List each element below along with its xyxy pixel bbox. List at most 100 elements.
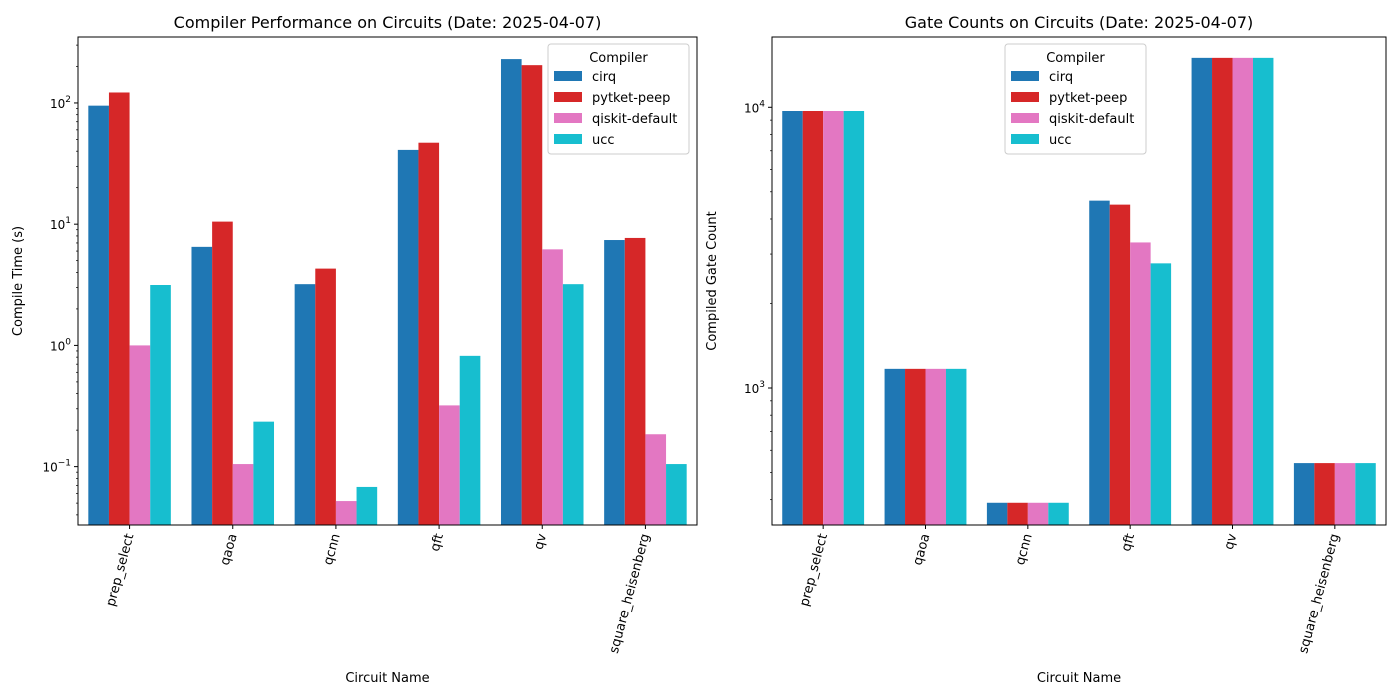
bar-ucc-qcnn xyxy=(1048,502,1069,525)
legend-label-qiskit-default: qiskit-default xyxy=(1049,112,1134,127)
bar-cirq-square_heisenberg xyxy=(1293,463,1315,525)
bar-qiskit-default-qcnn xyxy=(1027,502,1049,525)
y-tick-label: 103 xyxy=(744,380,765,396)
bar-cirq-qcnn xyxy=(294,284,316,525)
bars xyxy=(782,57,1376,526)
bar-cirq-qaoa xyxy=(191,246,213,526)
x-tick-label: qv xyxy=(531,532,550,552)
bar-qiskit-default-prep_select xyxy=(823,111,844,525)
bar-qiskit-default-qaoa xyxy=(232,464,254,525)
bar-pytket-peep-square_heisenberg xyxy=(624,237,646,525)
bar-pytket-peep-qcnn xyxy=(1007,502,1028,525)
x-tick-label: qv xyxy=(1222,532,1241,552)
bar-qiskit-default-qv xyxy=(542,249,563,525)
bar-cirq-qcnn xyxy=(986,502,1008,525)
bar-pytket-peep-qv xyxy=(1212,57,1233,526)
bar-qiskit-default-qft xyxy=(1130,242,1151,525)
bar-ucc-qv xyxy=(1252,57,1274,526)
legend-swatch-qiskit-default xyxy=(1011,113,1039,123)
legend-swatch-cirq xyxy=(554,71,582,81)
x-tick-label: qcnn xyxy=(1013,532,1036,567)
bar-pytket-peep-qaoa xyxy=(905,368,926,525)
bar-pytket-peep-square_heisenberg xyxy=(1314,463,1335,525)
bar-ucc-qaoa xyxy=(945,368,967,525)
bar-cirq-qft xyxy=(397,149,419,525)
x-tick-label: prep_select xyxy=(104,532,138,608)
x-tick-label: qft xyxy=(428,532,447,553)
legend-label-pytket-peep: pytket-peep xyxy=(592,91,670,106)
legend-title: Compiler xyxy=(589,51,648,66)
bar-qiskit-default-qft xyxy=(439,405,460,525)
bar-cirq-qv xyxy=(500,59,522,525)
bar-ucc-square_heisenberg xyxy=(1355,463,1376,525)
bar-qiskit-default-qaoa xyxy=(925,368,946,525)
bar-pytket-peep-qv xyxy=(521,65,543,525)
legend-frame xyxy=(547,43,690,155)
legend-frame xyxy=(1004,43,1147,155)
bar-ucc-qft xyxy=(1150,263,1172,525)
x-tick-label: qaoa xyxy=(218,532,241,567)
chart-title: Gate Counts on Circuits (Date: 2025-04-0… xyxy=(905,13,1253,32)
bar-ucc-qaoa xyxy=(253,421,275,525)
x-tick-label: qaoa xyxy=(911,532,934,567)
bar-cirq-qv xyxy=(1191,57,1213,526)
y-tick-label: 104 xyxy=(744,99,765,115)
y-axis-label: Compiled Gate Count xyxy=(705,211,720,350)
legend-swatch-qiskit-default xyxy=(554,113,582,123)
bar-ucc-qft xyxy=(459,355,481,525)
y-tick-label: 100 xyxy=(50,337,71,353)
y-axis-label: Compile Time (s) xyxy=(11,226,26,336)
x-tick-label: square_heisenberg xyxy=(1296,532,1342,655)
bar-qiskit-default-square_heisenberg xyxy=(1334,463,1356,525)
gate-count-chart: Gate Counts on Circuits (Date: 2025-04-0… xyxy=(705,13,1387,686)
bar-qiskit-default-prep_select xyxy=(129,345,151,525)
legend-label-ucc: ucc xyxy=(1049,133,1072,148)
axes-frame xyxy=(77,36,698,526)
bar-cirq-prep_select xyxy=(782,111,803,525)
bar-ucc-prep_select xyxy=(843,111,865,525)
legend-label-pytket-peep: pytket-peep xyxy=(1049,91,1127,106)
bar-qiskit-default-square_heisenberg xyxy=(645,434,667,525)
bar-ucc-prep_select xyxy=(150,285,171,525)
chart-title: Compiler Performance on Circuits (Date: … xyxy=(174,13,602,32)
y-tick-label: 101 xyxy=(50,216,71,232)
axes-frame xyxy=(771,36,1387,526)
bar-cirq-qft xyxy=(1089,200,1110,525)
compile-time-chart: Compiler Performance on Circuits (Date: … xyxy=(11,13,698,686)
legend: Compiler cirq pytket-peep qiskit-default ucc xyxy=(547,43,690,155)
bar-qiskit-default-qv xyxy=(1232,57,1253,526)
x-tick-label: qft xyxy=(1119,532,1138,553)
bar-pytket-peep-prep_select xyxy=(802,111,824,525)
x-tick-label: square_heisenberg xyxy=(607,532,653,655)
bar-pytket-peep-qft xyxy=(418,142,440,525)
legend-label-cirq: cirq xyxy=(592,70,616,85)
bar-ucc-qcnn xyxy=(356,486,378,525)
bar-cirq-prep_select xyxy=(88,105,109,525)
legend-swatch-ucc xyxy=(1011,134,1039,144)
bar-pytket-peep-qft xyxy=(1109,204,1131,525)
bar-pytket-peep-prep_select xyxy=(108,92,130,526)
bar-cirq-square_heisenberg xyxy=(604,240,625,525)
bar-ucc-qv xyxy=(562,284,584,525)
legend: Compiler cirq pytket-peep qiskit-default ucc xyxy=(1004,43,1147,155)
legend-swatch-ucc xyxy=(554,134,582,144)
bars xyxy=(88,59,687,526)
legend-label-ucc: ucc xyxy=(592,133,615,148)
y-tick-label: 102 xyxy=(50,95,71,111)
legend-swatch-cirq xyxy=(1011,71,1039,81)
y-tick-label: 10−1 xyxy=(42,459,71,475)
bar-ucc-square_heisenberg xyxy=(666,464,687,525)
x-tick-label: prep_select xyxy=(797,532,831,608)
x-axis-label: Circuit Name xyxy=(1037,671,1121,686)
bar-pytket-peep-qaoa xyxy=(212,221,233,526)
x-tick-label: qcnn xyxy=(321,532,344,567)
bar-qiskit-default-qcnn xyxy=(335,501,357,525)
legend-swatch-pytket-peep xyxy=(1011,92,1039,102)
bar-cirq-qaoa xyxy=(884,368,906,525)
legend-swatch-pytket-peep xyxy=(554,92,582,102)
legend-label-qiskit-default: qiskit-default xyxy=(592,112,677,127)
legend-label-cirq: cirq xyxy=(1049,70,1073,85)
bar-pytket-peep-qcnn xyxy=(315,268,336,525)
x-axis-label: Circuit Name xyxy=(345,671,429,686)
